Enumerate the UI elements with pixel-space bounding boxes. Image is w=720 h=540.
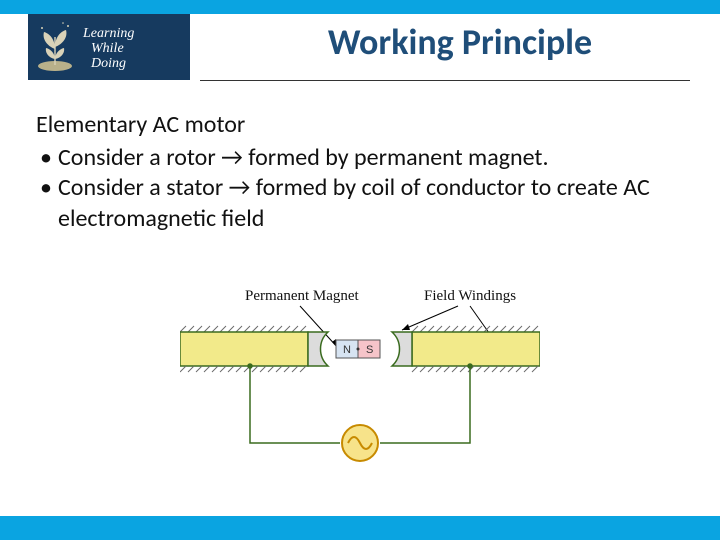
content-heading: Elementary AC motor [36,110,686,141]
ac-source-icon [342,425,378,461]
slide-title: Working Principle [230,20,690,64]
slide: Learning While Doing Working Principle E… [0,0,720,540]
title-underline [200,80,690,81]
magnet-n-text: N [343,344,351,356]
pole-right [392,332,412,366]
footer-bar [0,516,720,540]
content-block: Elementary AC motor Consider a rotor → f… [36,110,686,235]
bullet-1: Consider a rotor → formed by permanent m… [36,143,686,174]
rotor-magnet: N S [336,340,380,358]
brand-logo: Learning While Doing [28,14,190,80]
logo-text-1: Learning [82,26,134,41]
pole-left [308,332,328,366]
plant-icon [38,22,72,71]
top-accent-bar [0,0,720,14]
stator-right [412,332,540,366]
stator-left [180,332,308,366]
logo-svg: Learning While Doing [33,19,185,75]
bullet-2: Consider a stator → formed by coil of co… [36,173,686,234]
hatch-bottom [180,366,538,372]
logo-text-2: While [91,41,124,56]
logo-text-3: Doing [90,56,126,71]
magnet-s-text: S [366,344,373,356]
motor-diagram: N S [180,288,540,508]
